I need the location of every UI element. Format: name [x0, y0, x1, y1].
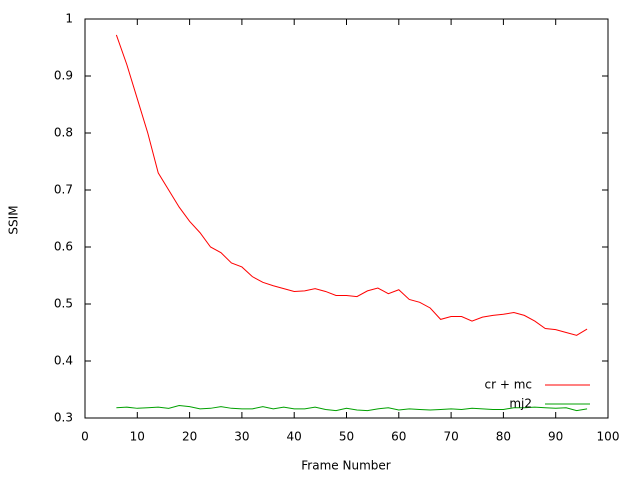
y-tick-label: 1 — [65, 12, 73, 26]
x-tick-label: 100 — [597, 430, 620, 444]
x-tick-label: 60 — [391, 430, 406, 444]
y-axis-label: SSIM — [7, 205, 21, 234]
legend-label: mj2 — [509, 397, 532, 411]
x-tick-label: 90 — [548, 430, 563, 444]
y-tick-label: 0.4 — [54, 354, 73, 368]
x-tick-label: 50 — [339, 430, 354, 444]
x-tick-label: 20 — [182, 430, 197, 444]
x-tick-label: 80 — [496, 430, 511, 444]
x-tick-label: 40 — [287, 430, 302, 444]
y-tick-label: 0.3 — [54, 411, 73, 425]
plot-border — [84, 18, 609, 419]
y-tick-label: 0.7 — [54, 183, 73, 197]
series-line — [116, 404, 588, 412]
x-tick-label: 70 — [443, 430, 458, 444]
y-tick-label: 0.8 — [54, 126, 73, 140]
x-tick-label: 30 — [234, 430, 249, 444]
y-tick-label: 0.5 — [54, 297, 73, 311]
x-axis-label: Frame Number — [301, 459, 390, 473]
legend-label: cr + mc — [484, 378, 532, 392]
y-tick-label: 0.6 — [54, 240, 73, 254]
x-tick-label: 0 — [81, 430, 89, 444]
y-tick-label: 0.9 — [54, 69, 73, 83]
series-line — [115, 34, 588, 336]
x-tick-label: 10 — [130, 430, 145, 444]
